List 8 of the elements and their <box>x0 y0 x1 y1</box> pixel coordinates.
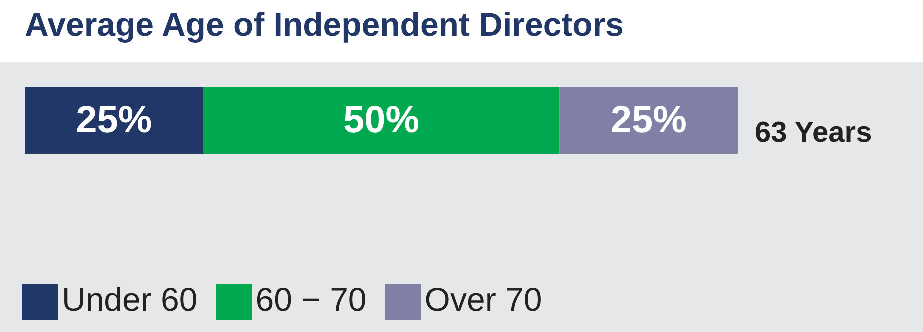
chart-title: Average Age of Independent Directors <box>0 0 923 62</box>
legend-label: Over 70 <box>424 280 542 318</box>
data-label: 25% <box>76 100 152 142</box>
legend-label: Under 60 <box>62 280 198 318</box>
data-label: 50% <box>343 100 420 142</box>
text: 63 Years <box>755 117 872 150</box>
legend-label: 60 − 70 <box>256 280 367 318</box>
data-label: 25% <box>610 100 687 142</box>
